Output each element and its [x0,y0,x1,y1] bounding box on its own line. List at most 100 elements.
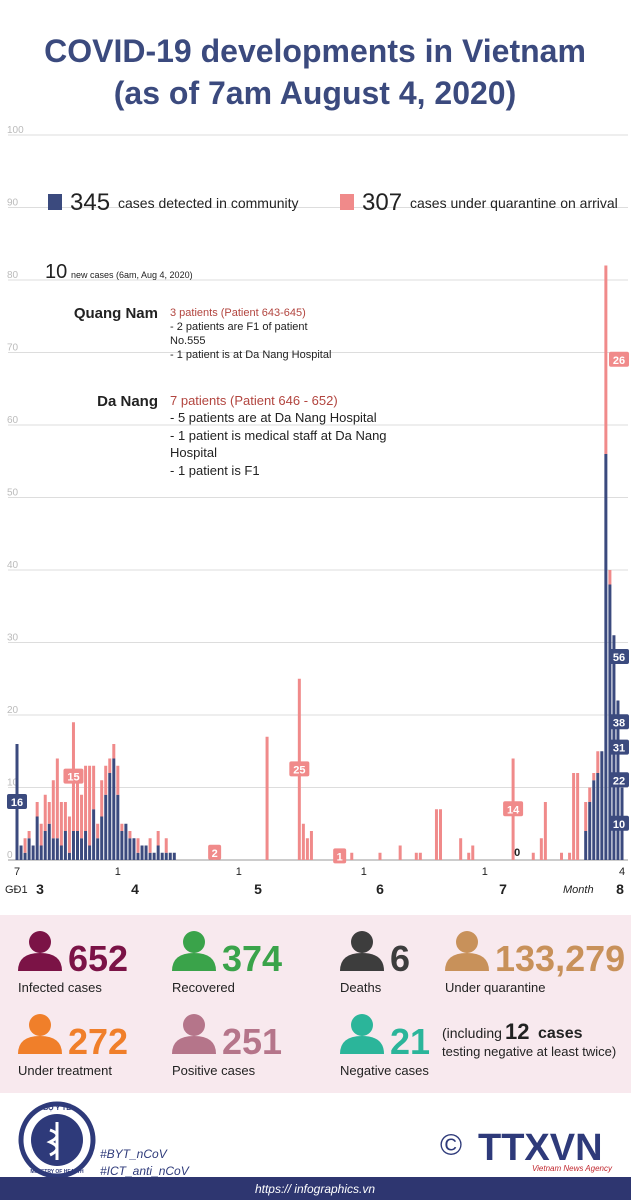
month-label: 5 [254,881,262,897]
note-number: 12 [505,1019,529,1044]
title-line: COVID-19 developments in Vietnam [44,33,586,69]
bar [27,831,31,839]
person-body [340,1036,384,1054]
bar [23,838,27,853]
value-label-box [503,801,524,817]
y-tick-label: 60 [7,415,19,426]
place-heading: 3 patients (Patient 643-645) [170,307,306,319]
bar [51,838,55,860]
bar [96,823,100,839]
bar [100,816,104,860]
bar [104,765,108,795]
value-label: 31 [613,743,625,755]
legend-label: cases detected in community [118,195,299,211]
y-tick-label: 40 [7,560,19,571]
new-cases-text: new cases (6am, Aug 4, 2020) [71,270,193,280]
bar [59,845,63,860]
month-label: 3 [36,881,44,897]
value-label-box [609,649,629,664]
stats-panel [0,915,631,1093]
agency-sub: Vietnam News Agency [532,1164,613,1173]
bar [128,838,132,860]
stat-label: Infected cases [18,980,102,995]
place-line: - 1 patient is at Da Nang Hospital [170,349,331,361]
hashtag: #ICT_anti_nCoV [100,1164,190,1178]
place-line: No.555 [170,335,205,347]
y-tick-label: 30 [7,633,19,644]
bar [67,816,71,853]
bar [140,845,144,860]
person-head [456,931,478,953]
bar [148,852,152,860]
bar [543,802,547,860]
bar [92,765,96,810]
place-name: Quang Nam [74,305,158,322]
place-heading: 7 patients (Patient 646 - 652) [170,393,338,408]
stat-number: 374 [222,938,282,979]
bar [132,838,136,860]
month-label: 6 [376,881,384,897]
value-label: 10 [613,819,625,831]
y-tick-label: 70 [7,343,19,354]
bar [584,831,588,860]
bar [136,838,140,853]
bar [572,773,576,860]
bar [265,736,269,860]
person-body [340,953,384,971]
bar [600,751,604,860]
x-tick-label: 1 [236,866,242,878]
bar [120,831,124,860]
place-line: Hospital [170,445,217,460]
bar [47,823,51,860]
bar [80,794,84,839]
value-label: 2 [212,848,218,860]
y-tick-label: 100 [7,125,24,136]
stat-label: Under quarantine [445,980,545,995]
stat-label: Deaths [340,980,382,995]
person-body [172,953,216,971]
place-line: - 5 patients are at Da Nang Hospital [170,410,377,425]
bar [350,852,354,860]
y-tick-label: 80 [7,270,19,281]
logo-text: BỘ Y TẾ [43,1102,71,1112]
url: https:// infographics.vn [255,1182,375,1196]
bar [604,454,608,860]
bar [148,838,152,853]
value-label: 38 [613,717,625,729]
bar [55,758,59,839]
bar [120,823,124,831]
person-body [18,1036,62,1054]
value-label-box [289,761,310,777]
place-line: - 1 patient is F1 [170,463,260,478]
person-head [351,1014,373,1036]
bar [592,780,596,860]
bar [80,838,84,860]
bar [59,802,63,846]
value-label-box [333,848,347,864]
bar [584,802,588,831]
bar [112,758,116,860]
bar [596,773,600,860]
bar [467,852,471,860]
bar [156,845,160,860]
value-label: 0 [514,847,520,859]
bar [144,845,148,860]
logo-text: MINISTRY OF HEALTH [30,1169,84,1175]
value-label-box [609,772,629,788]
y-tick-label: 0 [7,850,13,861]
place-name: Da Nang [97,393,158,410]
value-label: 26 [613,355,625,367]
phase-label: GĐ1 [5,884,28,896]
agency: TTXVN [478,1127,603,1169]
bar [560,852,563,860]
bar [568,852,572,860]
x-tick-label: 7 [14,866,20,878]
bar [434,809,438,860]
legend-total: 345 [70,189,110,216]
person-head [351,931,373,953]
bar [100,780,104,817]
bar [164,838,168,853]
bar [55,838,59,860]
